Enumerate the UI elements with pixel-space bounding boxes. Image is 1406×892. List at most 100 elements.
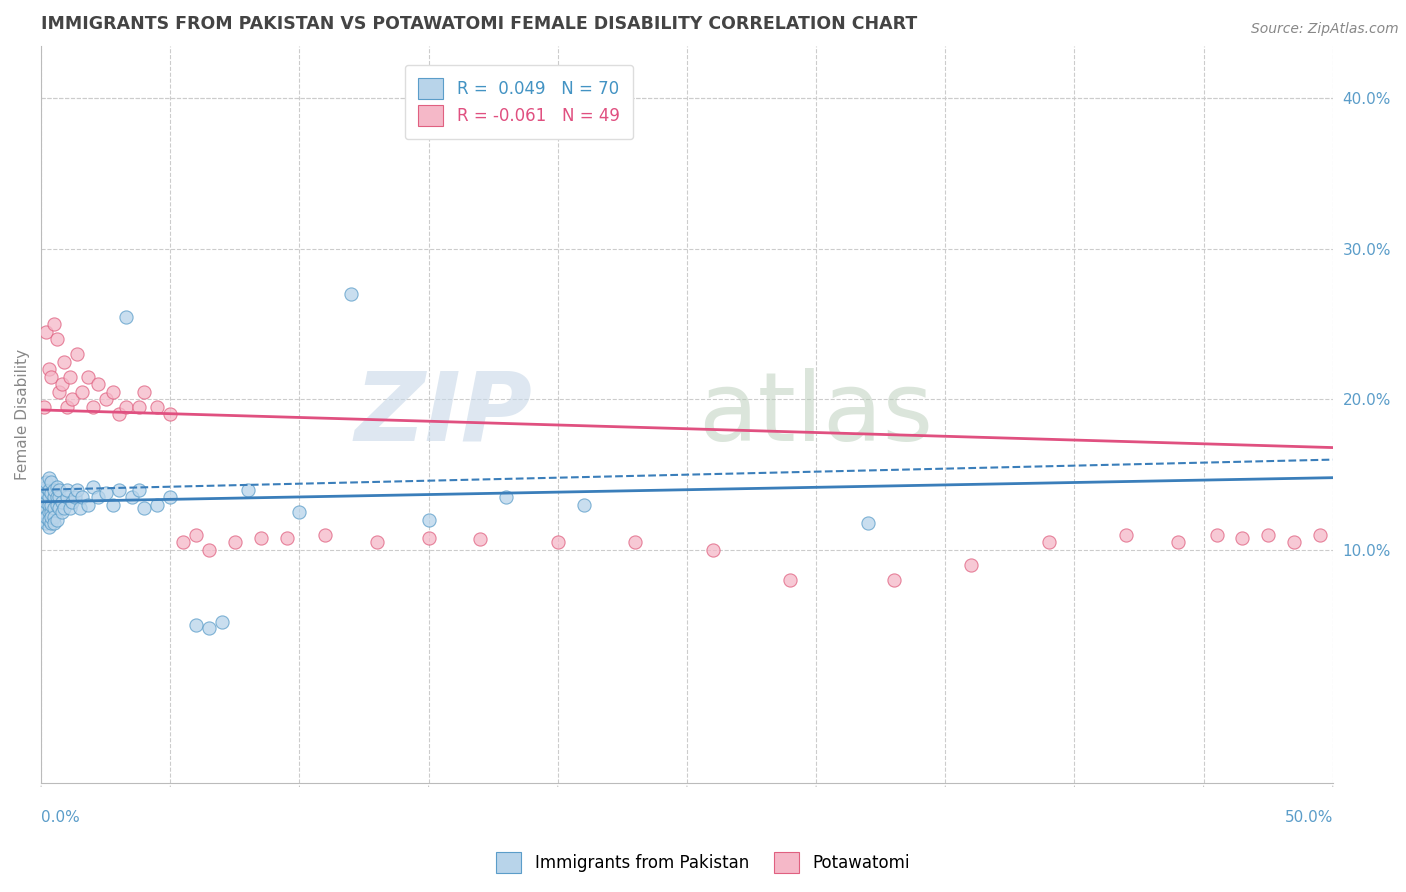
Point — [94, 485, 117, 500]
Point — [236, 483, 259, 497]
Point — [107, 408, 129, 422]
Point — [1309, 528, 1331, 542]
Point — [470, 533, 492, 547]
Point — [115, 400, 138, 414]
Point — [87, 377, 110, 392]
Point — [366, 535, 388, 549]
Point — [211, 615, 233, 630]
Point — [198, 621, 221, 635]
Point — [134, 384, 156, 399]
Point — [42, 317, 65, 331]
Point — [572, 498, 595, 512]
Point — [53, 500, 76, 515]
Point — [35, 480, 58, 494]
Point — [1282, 535, 1305, 549]
Point — [58, 500, 80, 515]
Point — [779, 573, 801, 587]
Point — [38, 362, 60, 376]
Point — [87, 490, 110, 504]
Point — [128, 483, 150, 497]
Point — [76, 498, 98, 512]
Point — [38, 483, 60, 497]
Legend: Immigrants from Pakistan, Potawatomi: Immigrants from Pakistan, Potawatomi — [489, 846, 917, 880]
Point — [42, 500, 65, 515]
Point — [60, 392, 83, 407]
Point — [51, 505, 73, 519]
Point — [38, 498, 60, 512]
Point — [41, 485, 63, 500]
Point — [184, 528, 207, 542]
Point — [495, 490, 517, 504]
Point — [56, 400, 79, 414]
Point — [72, 490, 94, 504]
Point — [1115, 528, 1137, 542]
Point — [41, 505, 63, 519]
Point — [82, 400, 104, 414]
Point — [172, 535, 194, 549]
Point — [702, 543, 724, 558]
Point — [159, 490, 181, 504]
Point — [35, 509, 58, 524]
Point — [53, 355, 76, 369]
Point — [107, 483, 129, 497]
Point — [856, 516, 879, 530]
Point — [51, 377, 73, 392]
Text: atlas: atlas — [699, 368, 934, 461]
Point — [41, 498, 63, 512]
Point — [60, 495, 83, 509]
Point — [547, 535, 569, 549]
Point — [276, 531, 298, 545]
Point — [224, 535, 246, 549]
Point — [134, 500, 156, 515]
Point — [1232, 531, 1254, 545]
Point — [48, 500, 70, 515]
Point — [45, 513, 67, 527]
Point — [32, 513, 55, 527]
Point — [198, 543, 221, 558]
Point — [48, 483, 70, 497]
Point — [288, 505, 311, 519]
Point — [63, 490, 86, 504]
Point — [32, 483, 55, 497]
Point — [1257, 528, 1279, 542]
Point — [38, 520, 60, 534]
Point — [42, 516, 65, 530]
Point — [38, 471, 60, 485]
Point — [418, 531, 440, 545]
Point — [1167, 535, 1189, 549]
Point — [48, 490, 70, 504]
Point — [94, 392, 117, 407]
Point — [103, 498, 125, 512]
Point — [66, 483, 89, 497]
Point — [35, 325, 58, 339]
Text: 50.0%: 50.0% — [1285, 810, 1333, 825]
Text: ZIP: ZIP — [354, 368, 531, 461]
Point — [115, 310, 138, 324]
Point — [41, 516, 63, 530]
Point — [32, 400, 55, 414]
Text: Source: ZipAtlas.com: Source: ZipAtlas.com — [1251, 22, 1399, 37]
Point — [32, 498, 55, 512]
Point — [35, 485, 58, 500]
Point — [45, 480, 67, 494]
Point — [42, 509, 65, 524]
Point — [72, 384, 94, 399]
Legend: R =  0.049   N = 70, R = -0.061   N = 49: R = 0.049 N = 70, R = -0.061 N = 49 — [405, 65, 633, 139]
Point — [35, 495, 58, 509]
Point — [41, 369, 63, 384]
Point — [314, 528, 336, 542]
Point — [418, 513, 440, 527]
Point — [883, 573, 905, 587]
Point — [121, 490, 143, 504]
Point — [184, 618, 207, 632]
Point — [42, 483, 65, 497]
Point — [35, 475, 58, 490]
Point — [45, 498, 67, 512]
Point — [45, 490, 67, 504]
Point — [249, 531, 271, 545]
Point — [69, 500, 91, 515]
Point — [128, 400, 150, 414]
Point — [38, 513, 60, 527]
Point — [48, 384, 70, 399]
Point — [146, 498, 169, 512]
